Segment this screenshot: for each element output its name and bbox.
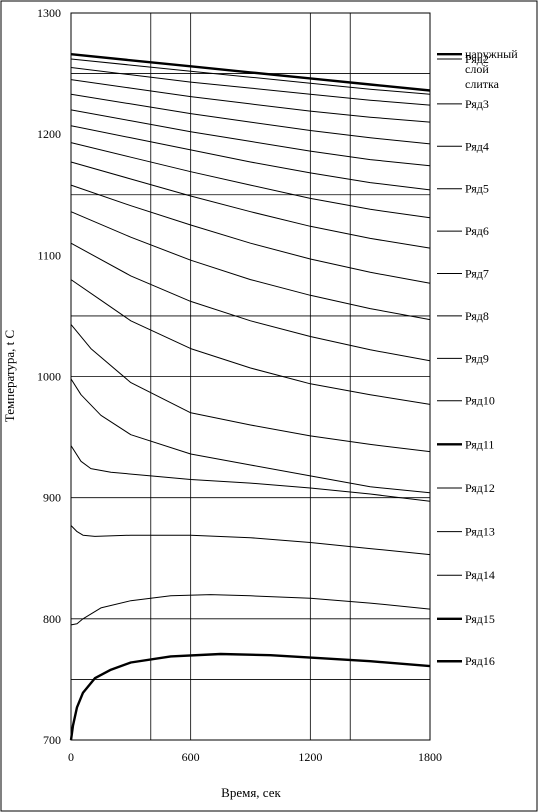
series-line: [70, 211, 431, 321]
legend-entry: Ряд4: [437, 139, 489, 153]
legend-entry: Ряд7: [437, 267, 489, 281]
y-tick-label: 800: [43, 612, 61, 626]
legend-label: слитка: [465, 77, 500, 91]
series-line: [70, 525, 431, 556]
y-tick-label: 1000: [37, 370, 61, 384]
legend-entry: Ряд6: [437, 224, 489, 238]
y-tick-label: 1100: [37, 248, 61, 262]
y-axis-ticks: 700 800 900 1000 1100 1200 1300: [37, 6, 61, 747]
series-line: [70, 79, 431, 123]
series-line: [70, 184, 431, 284]
legend-label: Ряд14: [465, 568, 495, 582]
series-line: [70, 161, 431, 249]
y-tick-label: 700: [43, 733, 61, 747]
series-line: [70, 378, 431, 494]
legend: наружныйслойслиткаРяд2Ряд3Ряд4Ряд5Ряд6Ря…: [437, 47, 518, 668]
series-line: [70, 93, 431, 145]
y-tick-label: 1300: [37, 6, 61, 20]
legend-label: наружный: [465, 47, 518, 61]
legend-label: Ряд8: [465, 309, 489, 323]
legend-label: Ряд11: [465, 437, 494, 451]
legend-entry: Ряд13: [437, 525, 495, 539]
legend-label: Ряд13: [465, 525, 495, 539]
series-line: [69, 652, 431, 741]
x-axis-label: Время, сек: [221, 785, 281, 800]
series-line: [70, 58, 431, 95]
legend-label: Ряд15: [465, 612, 495, 626]
legend-label: Ряд7: [465, 267, 489, 281]
series-line: [70, 53, 431, 92]
legend-label: слой: [465, 62, 489, 76]
series-line: [70, 279, 431, 405]
x-axis-ticks: 0 600 1200 1800: [68, 750, 442, 764]
series-line: [70, 125, 431, 191]
x-tick-label: 600: [182, 750, 200, 764]
legend-label: Ряд4: [465, 139, 489, 153]
series-line: [70, 324, 431, 453]
y-tick-label: 900: [43, 491, 61, 505]
legend-entry: Ряд9: [437, 351, 489, 365]
series-line: [70, 142, 431, 219]
x-tick-label: 1800: [418, 750, 442, 764]
legend-entry: Ряд3: [437, 97, 489, 111]
y-tick-label: 1200: [37, 127, 61, 141]
series-line: [70, 109, 431, 167]
legend-entry: Ряд12: [437, 481, 495, 495]
legend-label: Ряд6: [465, 224, 489, 238]
legend-entry: Ряд15: [437, 612, 495, 626]
series-line: [70, 242, 431, 362]
grid: [71, 13, 430, 740]
legend-entry: Ряд10: [437, 394, 495, 408]
legend-label: Ряд3: [465, 97, 489, 111]
plot-area-frame: [70, 12, 431, 741]
x-tick-label: 0: [68, 750, 74, 764]
legend-entry: Ряд14: [437, 568, 495, 582]
series-line: [70, 67, 431, 106]
legend-entry: Ряд16: [437, 654, 495, 668]
series-line: [70, 594, 431, 626]
legend-label: Ряд2: [465, 52, 489, 66]
legend-label: Ряд12: [465, 481, 495, 495]
legend-label: Ряд10: [465, 394, 495, 408]
legend-entry: Ряд11: [437, 437, 494, 451]
y-axis-label: Температура, t C: [2, 330, 17, 422]
legend-entry: Ряд5: [437, 182, 489, 196]
legend-entry: Ряд2: [437, 52, 489, 66]
legend-label: Ряд9: [465, 351, 489, 365]
series-line: [70, 445, 431, 502]
legend-entry: Ряд8: [437, 309, 489, 323]
legend-label: Ряд5: [465, 182, 489, 196]
series-lines: [69, 53, 431, 741]
legend-label: Ряд16: [465, 654, 495, 668]
x-tick-label: 1200: [298, 750, 322, 764]
